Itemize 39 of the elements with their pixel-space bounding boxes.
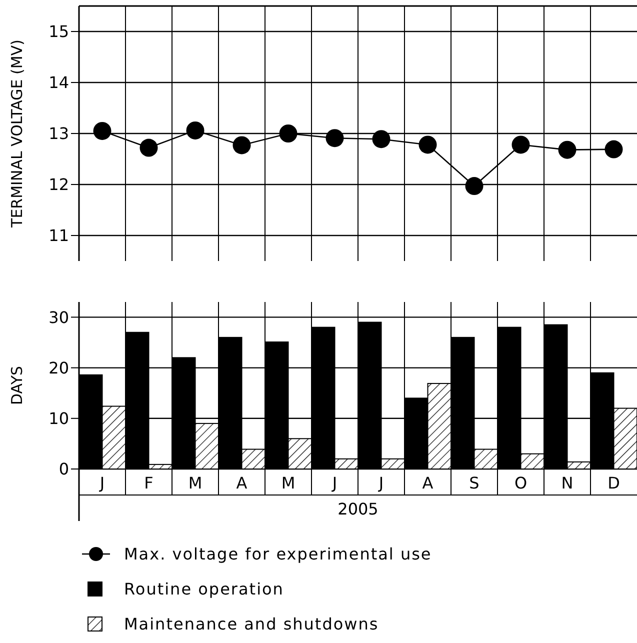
y-tick-label: 14 — [48, 73, 69, 92]
y-tick-label: 0 — [58, 460, 69, 479]
point — [186, 121, 204, 140]
point — [465, 177, 484, 196]
point — [279, 124, 298, 142]
x-tick-label: F — [144, 474, 154, 493]
point — [418, 136, 437, 154]
y-tick-label: 20 — [48, 358, 69, 378]
point — [140, 138, 158, 157]
y-axis-title: TERMINAL VOLTAGE (MV) — [8, 40, 26, 228]
x-tick-label: S — [469, 474, 480, 493]
x-tick-label: J — [98, 474, 105, 493]
x-tick-label: O — [514, 474, 528, 493]
legend-label: Maintenance and shutdowns — [124, 614, 379, 634]
y-tick-label: 30 — [48, 308, 69, 327]
x-tick-label: D — [608, 474, 620, 493]
y-tick-label: 11 — [48, 226, 69, 246]
x-tick-label: M — [281, 474, 296, 493]
legend-label: Max. voltage for experimental use — [124, 544, 432, 564]
legend-label: Routine operation — [124, 580, 284, 599]
y-tick-label: 12 — [48, 175, 69, 194]
x-axis-title: 2005 — [338, 500, 378, 519]
x-tick-label: A — [236, 474, 248, 493]
point — [558, 140, 576, 159]
y-axis-title: DAYS — [8, 366, 26, 406]
x-tick-label: J — [378, 474, 384, 493]
point — [372, 130, 390, 148]
y-tick-label: 10 — [48, 408, 69, 428]
y-tick-label: 13 — [48, 124, 69, 144]
x-tick-label: N — [561, 474, 574, 493]
y-tick-label: 15 — [48, 22, 69, 42]
point — [93, 122, 112, 140]
point — [326, 129, 344, 148]
x-tick-label: J — [331, 474, 338, 493]
point — [512, 136, 530, 154]
x-tick-label: M — [188, 474, 202, 493]
x-tick-label: A — [422, 474, 434, 493]
point — [604, 140, 623, 158]
point — [232, 136, 251, 154]
